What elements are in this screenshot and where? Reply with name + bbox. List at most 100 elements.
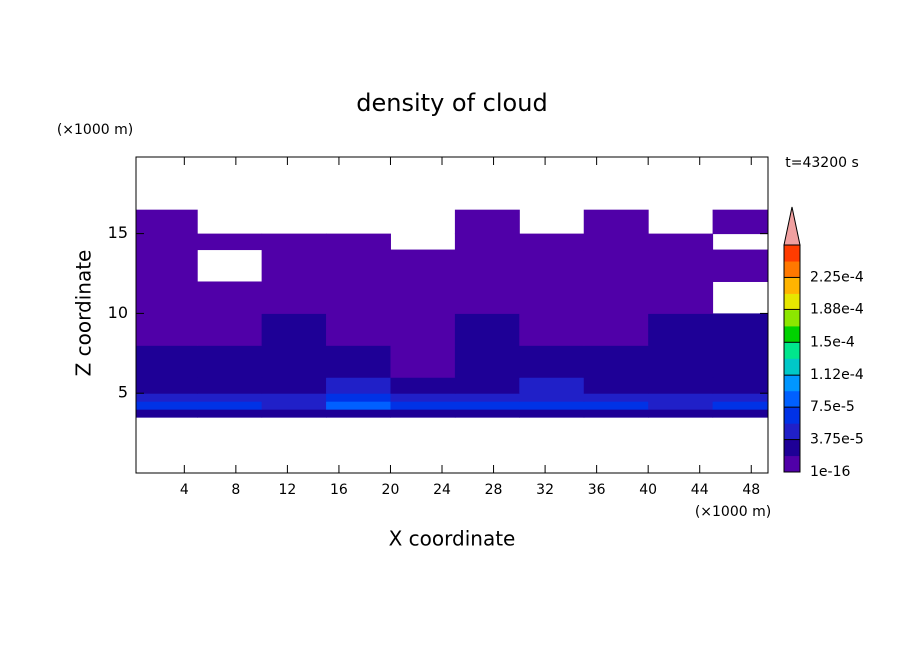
contour-cell [326, 393, 391, 402]
colorbar-band [784, 374, 800, 392]
contour-cell [326, 249, 391, 282]
contour-cell [261, 313, 327, 346]
contour-cell [583, 409, 649, 418]
contour-cell [136, 377, 198, 394]
colorbar-band [784, 390, 800, 408]
colorbar-tick-label: 1.5e-4 [810, 334, 855, 350]
contour-cell [136, 313, 198, 346]
contour-cell [197, 313, 263, 346]
contour-cell [454, 281, 520, 314]
contour-cell [583, 345, 649, 378]
contour-cell [519, 377, 585, 394]
x-tick-label: 44 [691, 482, 709, 498]
contour-cell [261, 377, 327, 394]
colorbar-band [784, 277, 800, 294]
contour-cell [712, 401, 769, 410]
x-tick-label: 8 [231, 482, 240, 498]
contour-cell [712, 409, 769, 418]
contour-cell [261, 249, 327, 282]
contour-cell [712, 393, 769, 402]
x-tick-label: 36 [588, 482, 606, 498]
contour-cell [519, 249, 585, 282]
y-unit: (×1000 m) [57, 122, 133, 138]
colorbar-band [784, 407, 800, 424]
contour-cell [648, 345, 714, 378]
contour-cell [326, 281, 391, 314]
x-tick-label: 24 [433, 482, 451, 498]
contour-cell [519, 233, 585, 251]
x-tick-label: 28 [485, 482, 503, 498]
contour-cell [519, 345, 585, 378]
x-tick-label: 16 [330, 482, 348, 498]
contour-cell [519, 401, 585, 410]
contour-cell [326, 377, 391, 394]
x-tick-label: 32 [536, 482, 554, 498]
contour-cell [136, 249, 198, 282]
contour-cell [136, 345, 198, 378]
contour-cell [326, 233, 391, 251]
contour-cell [197, 377, 263, 394]
plot-frame [135, 156, 769, 474]
colorbar-tick-label: 7.5e-5 [810, 399, 855, 415]
contour-cell [583, 313, 649, 346]
contour-cell [454, 409, 520, 418]
contour-cell [583, 209, 649, 235]
contour-cell [648, 233, 714, 251]
contour-cell [519, 281, 585, 314]
colorbar-tick-label: 1e-16 [810, 464, 850, 480]
y-tick-label: 15 [108, 223, 128, 242]
contour-cell [261, 409, 327, 418]
contour-cell [390, 401, 456, 410]
chart-title: density of cloud [356, 89, 547, 117]
colorbar-band [784, 342, 800, 359]
contour-cell [648, 249, 714, 282]
contour-cell [648, 409, 714, 418]
contour-cell [136, 401, 198, 410]
colorbar-band [784, 358, 800, 376]
colorbar-band [784, 439, 800, 457]
colorbar-band [784, 326, 800, 343]
contour-cell [261, 233, 327, 251]
contour-cell [261, 345, 327, 378]
contour-cell [454, 209, 520, 235]
y-axis-label: Z coordinate [72, 250, 96, 377]
contour-cell [648, 393, 714, 402]
time-annotation: t=43200 s [785, 155, 859, 171]
contour-cell [390, 377, 456, 394]
colorbar-tick-label: 1.88e-4 [810, 301, 864, 317]
contour-cell [261, 393, 327, 402]
contour-cell [136, 409, 198, 418]
contour-cell [390, 409, 456, 418]
contour-cell [519, 313, 585, 346]
contour-cell [648, 401, 714, 410]
colorbar-extend [783, 206, 801, 246]
contour-cell [197, 409, 263, 418]
contour-cell [519, 393, 585, 402]
contour-cell [583, 281, 649, 314]
contour-cell [197, 233, 263, 251]
contour-cell [712, 345, 769, 378]
colorbar-band [784, 423, 800, 440]
contour-cell [712, 313, 769, 346]
colorbar-band [784, 245, 800, 262]
x-tick-label: 4 [180, 482, 189, 498]
contour-cell [648, 377, 714, 394]
contour-cell [712, 249, 769, 282]
contour-cell [454, 313, 520, 346]
contour-cell [326, 401, 391, 410]
contour-cell [454, 393, 520, 402]
contour-cell [326, 313, 391, 346]
contour-cell [454, 233, 520, 251]
colorbar-band [784, 293, 800, 311]
contour-cell [390, 249, 456, 282]
contour-cell [197, 401, 263, 410]
contour-cell [583, 393, 649, 402]
y-tick-label: 5 [118, 383, 128, 402]
x-tick-label: 48 [742, 482, 760, 498]
contour-cell [583, 233, 649, 251]
x-tick-label: 12 [278, 482, 296, 498]
contour-cell [261, 401, 327, 410]
x-unit: (×1000 m) [695, 504, 771, 520]
contour-cell [136, 393, 198, 402]
